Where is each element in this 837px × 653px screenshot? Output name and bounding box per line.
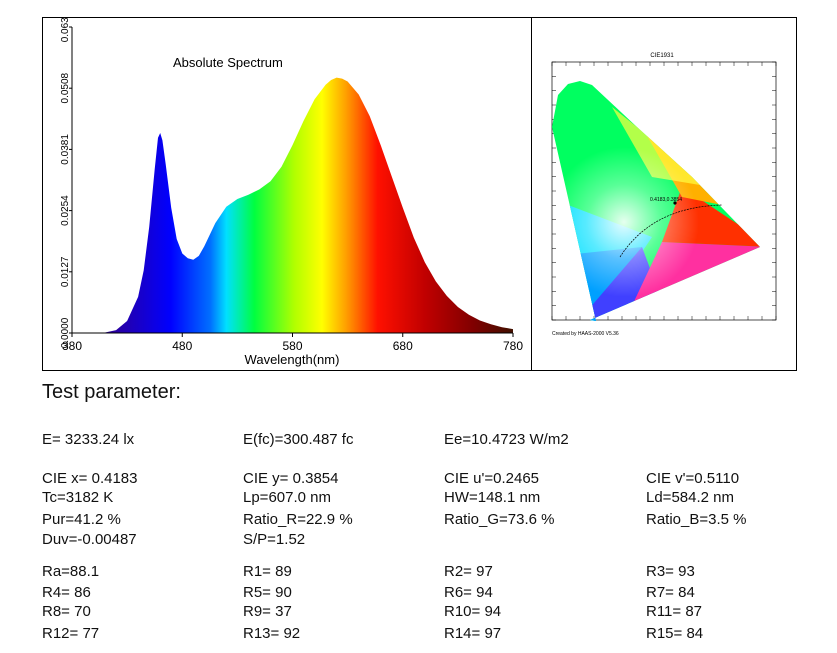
param-cie-u: CIE u'=0.2465 — [444, 470, 540, 487]
spectrum-chart: 0.0000 0.0127 0.0254 0.0381 0.0508 0.0635 380… — [60, 17, 523, 367]
param-r13: R13= 92 — [243, 625, 301, 642]
param-r2: R2= 97 — [444, 563, 493, 580]
param-duv: Duv=-0.00487 — [42, 531, 137, 548]
param-r14: R14= 97 — [444, 625, 502, 642]
cie-title: CIE1931 — [650, 53, 674, 59]
param-pur: Pur=41.2 % — [42, 511, 121, 528]
param-cie-y: CIE y= 0.3854 — [243, 470, 339, 487]
param-r9: R9= 37 — [243, 603, 292, 620]
param-ra: Ra=88.1 — [42, 563, 100, 580]
chart-divider — [531, 17, 532, 371]
x-tick-label: 580 — [282, 339, 302, 353]
param-r11: R11= 87 — [646, 603, 703, 620]
param-sp: S/P=1.52 — [243, 531, 306, 548]
y-tick-label: 0.0254 — [60, 195, 71, 226]
cie-chart: CIE1931 0.4183,0.3854 Created by HAAS-20… — [551, 53, 777, 337]
param-r7: R7= 84 — [646, 584, 695, 601]
spectrum-area — [72, 77, 513, 333]
param-r4: R4= 86 — [42, 584, 91, 601]
y-tick-label: 0.0000 — [60, 317, 71, 348]
y-tick-label: 0.0381 — [60, 134, 71, 165]
param-efc: E(fc)=300.487 fc — [243, 431, 354, 448]
param-r15: R15= 84 — [646, 625, 704, 642]
y-tick-label: 0.0635 — [60, 17, 71, 42]
param-r12: R12= 77 — [42, 625, 100, 642]
param-ratio-g: Ratio_G=73.6 % — [444, 511, 555, 528]
x-tick-label: 680 — [393, 339, 413, 353]
spectrum-x-label: Wavelength(nm) — [245, 352, 340, 367]
param-r5: R5= 90 — [243, 584, 292, 601]
cie-footer: Created by HAAS-2000 V5.36 — [552, 331, 619, 337]
x-tick-label: 480 — [172, 339, 192, 353]
param-cie-v: CIE v'=0.5110 — [646, 470, 740, 487]
param-ee: Ee=10.4723 W/m2 — [444, 431, 569, 448]
param-tc: Tc=3182 K — [42, 489, 114, 506]
spectrum-title: Absolute Spectrum — [173, 55, 283, 70]
param-hw: HW=148.1 nm — [444, 489, 541, 506]
param-r8: R8= 70 — [42, 603, 91, 620]
chromaticity-label: 0.4183,0.3854 — [650, 197, 682, 203]
param-r3: R3= 93 — [646, 563, 695, 580]
param-ratio-r: Ratio_R=22.9 % — [243, 511, 353, 528]
chromaticity-point — [673, 201, 677, 205]
test-parameter-heading: Test parameter: — [42, 381, 181, 403]
param-e: E= 3233.24 lx — [42, 431, 135, 448]
param-r6: R6= 94 — [444, 584, 493, 601]
param-ld: Ld=584.2 nm — [646, 489, 734, 506]
y-tick-label: 0.0508 — [60, 72, 71, 103]
x-tick-label: 780 — [503, 339, 523, 353]
param-cie-x: CIE x= 0.4183 — [42, 470, 138, 487]
y-tick-label: 0.0127 — [60, 256, 71, 287]
param-r1: R1= 89 — [243, 563, 292, 580]
param-ratio-b: Ratio_B=3.5 % — [646, 511, 747, 528]
planckian-locus — [619, 204, 723, 258]
chart-frame — [42, 17, 797, 371]
x-tick-label: 380 — [62, 339, 82, 353]
param-lp: Lp=607.0 nm — [243, 489, 331, 506]
param-r10: R10= 94 — [444, 603, 502, 620]
